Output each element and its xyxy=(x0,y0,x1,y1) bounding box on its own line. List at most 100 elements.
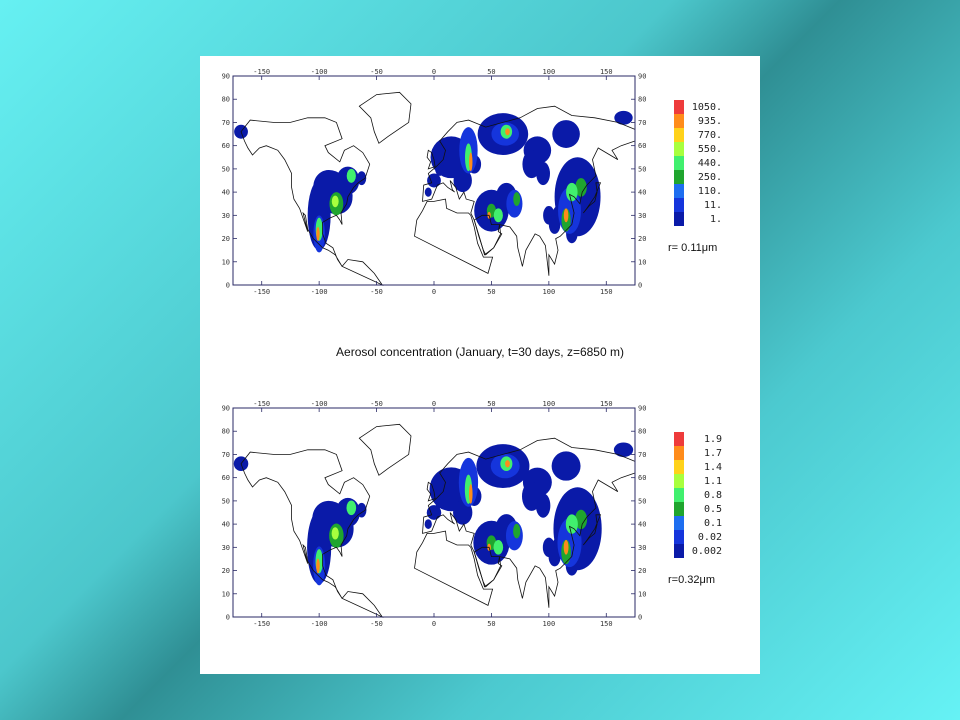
legend-swatch xyxy=(674,212,684,226)
lat-tick-label-right: 30 xyxy=(638,212,646,220)
legend-label: 0.002 xyxy=(692,546,722,557)
concentration-plume xyxy=(435,161,445,176)
legend-label: 770. xyxy=(698,130,722,141)
lon-tick-label-top: -50 xyxy=(370,400,383,408)
legend-swatch xyxy=(674,170,684,184)
map-panel-top: -150-150-100-100-50-50005050100100150150… xyxy=(222,68,722,296)
coastline-japan xyxy=(582,182,602,214)
concentration-plume xyxy=(565,514,578,534)
legend-label: 0.5 xyxy=(704,504,722,515)
lon-tick-label-top: 50 xyxy=(487,68,495,76)
lon-tick-label-bottom: -150 xyxy=(253,620,270,628)
lat-tick-label-left: 50 xyxy=(222,497,230,505)
legend-label: 440. xyxy=(698,158,722,169)
lat-tick-label-left: 10 xyxy=(222,258,230,266)
particle-radius-label: r= 0.11μm xyxy=(668,242,717,254)
coastline-uk xyxy=(426,481,436,502)
concentration-plume xyxy=(536,161,551,186)
lat-tick-label-left: 20 xyxy=(222,567,230,575)
lat-tick-label-left: 70 xyxy=(222,451,230,459)
concentration-plume xyxy=(468,484,473,504)
legend-swatch xyxy=(674,100,684,114)
coastline-africa xyxy=(414,530,494,606)
lat-tick-label-right: 80 xyxy=(638,96,646,104)
lon-tick-label-bottom: 0 xyxy=(432,288,436,296)
concentration-plume xyxy=(505,128,510,136)
coastline-japan xyxy=(582,514,602,546)
legend-label: 1. xyxy=(710,214,722,225)
lat-tick-label-left: 80 xyxy=(222,96,230,104)
lat-tick-label-right: 60 xyxy=(638,474,646,482)
concentration-plume xyxy=(493,208,503,223)
lat-tick-label-left: 0 xyxy=(226,614,230,622)
lon-tick-label-top: -150 xyxy=(253,400,270,408)
lon-tick-label-bottom: 100 xyxy=(543,620,556,628)
lon-tick-label-top: 150 xyxy=(600,400,613,408)
lon-tick-label-top: -50 xyxy=(370,68,383,76)
coastline-greenland xyxy=(358,91,412,144)
lat-tick-label-left: 90 xyxy=(222,405,230,413)
lat-tick-label-left: 60 xyxy=(222,142,230,150)
lon-tick-label-bottom: 50 xyxy=(487,288,495,296)
lon-tick-label-bottom: 0 xyxy=(432,620,436,628)
lat-tick-label-left: 40 xyxy=(222,521,230,529)
lon-tick-label-top: 0 xyxy=(432,400,436,408)
concentration-plume xyxy=(316,226,320,241)
lat-tick-label-left: 30 xyxy=(222,212,230,220)
concentration-plume xyxy=(336,166,360,195)
legend-label: 110. xyxy=(698,186,722,197)
legend-swatch xyxy=(674,142,684,156)
concentration-plume xyxy=(548,546,561,567)
legend-swatch xyxy=(674,446,684,460)
lat-tick-label-right: 0 xyxy=(638,282,642,290)
legend-label: 250. xyxy=(698,172,722,183)
legend-label: 550. xyxy=(698,144,722,155)
concentration-plume xyxy=(427,173,441,188)
legend-swatch xyxy=(674,432,684,446)
legend-label: 0.8 xyxy=(704,490,722,501)
figure-caption: Aerosol concentration (January, t=30 day… xyxy=(336,345,624,359)
concentration-plume xyxy=(614,110,633,125)
coastline-africa xyxy=(414,198,494,274)
legend-swatch xyxy=(674,184,684,198)
coastline-arabia xyxy=(473,214,502,256)
concentration-plume xyxy=(613,442,634,458)
lon-tick-label-bottom: 50 xyxy=(487,620,495,628)
coastline-uk xyxy=(426,149,436,170)
legend-label: 1.7 xyxy=(704,448,722,459)
lon-tick-label-bottom: -50 xyxy=(370,620,383,628)
concentration-plume xyxy=(563,540,569,555)
concentration-plume xyxy=(493,540,504,555)
lat-tick-label-left: 20 xyxy=(222,235,230,243)
concentration-plume xyxy=(331,195,339,208)
lat-tick-label-left: 10 xyxy=(222,590,230,598)
lat-tick-label-right: 20 xyxy=(638,235,646,243)
coastline-greenland xyxy=(358,423,412,476)
lat-tick-label-left: 60 xyxy=(222,474,230,482)
coastline-north-america xyxy=(240,449,371,599)
lon-tick-label-top: 100 xyxy=(543,400,556,408)
lon-tick-label-top: 100 xyxy=(543,68,556,76)
lon-tick-label-top: -100 xyxy=(311,68,328,76)
lat-tick-label-left: 0 xyxy=(226,282,230,290)
lon-tick-label-bottom: 150 xyxy=(600,620,613,628)
lon-tick-label-top: -100 xyxy=(311,400,328,408)
lon-tick-label-bottom: -100 xyxy=(311,288,328,296)
legend-swatch xyxy=(674,530,684,544)
lon-tick-label-top: -150 xyxy=(253,68,270,76)
coastline-south-america xyxy=(341,259,384,286)
concentration-plume xyxy=(574,509,588,530)
lat-tick-label-right: 90 xyxy=(638,73,646,81)
lat-tick-label-left: 80 xyxy=(222,428,230,436)
lat-tick-label-left: 90 xyxy=(222,73,230,81)
concentration-plume xyxy=(424,187,432,197)
lat-tick-label-right: 70 xyxy=(638,119,646,127)
legend-swatch xyxy=(674,198,684,212)
lon-tick-label-bottom: 150 xyxy=(600,288,613,296)
concentration-plume xyxy=(469,152,473,172)
lat-tick-label-left: 40 xyxy=(222,189,230,197)
legend-label: 11. xyxy=(704,200,722,211)
coastline-arabia xyxy=(473,546,502,588)
map-panel-bottom: -150-150-100-100-50-50005050100100150150… xyxy=(222,400,722,628)
concentration-plume xyxy=(426,505,442,520)
